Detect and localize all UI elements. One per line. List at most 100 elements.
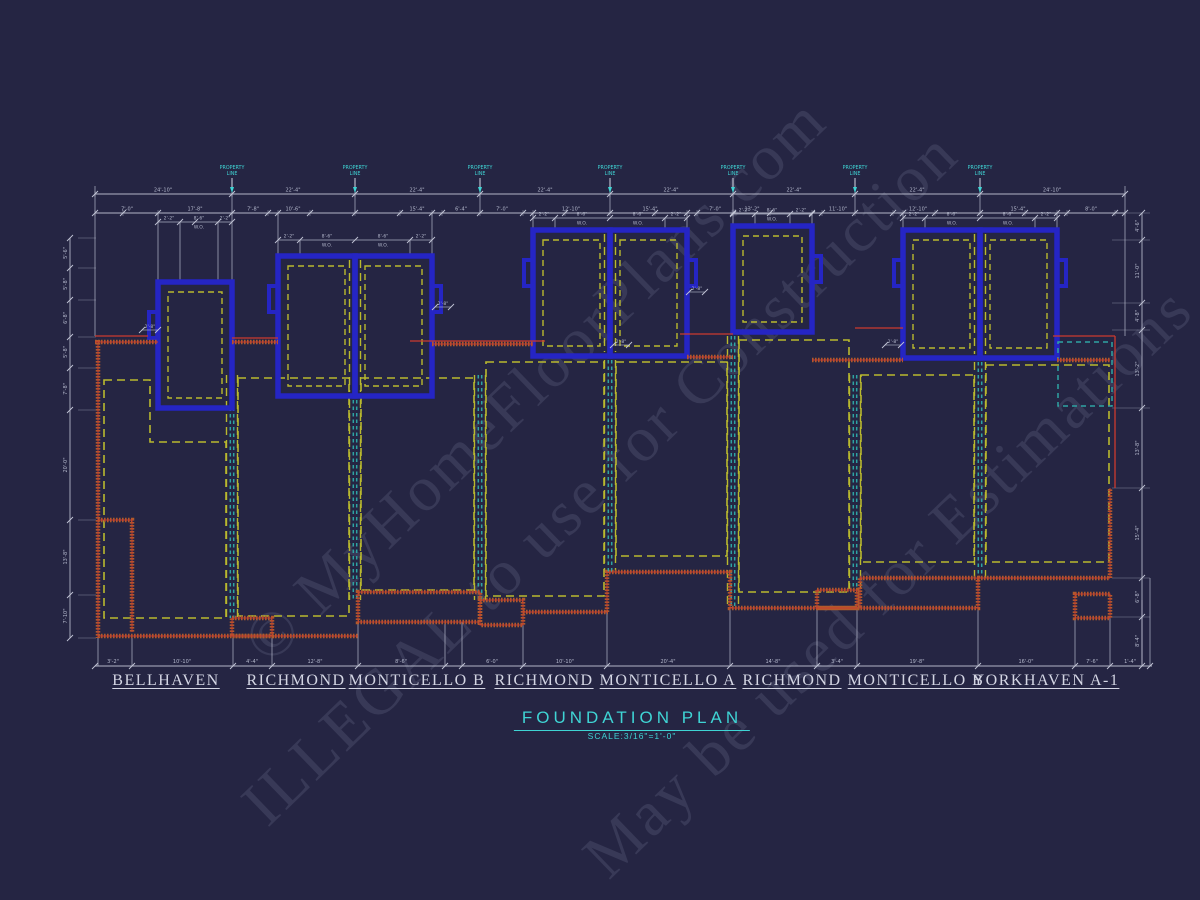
svg-text:8'-4": 8'-4" (1135, 635, 1141, 647)
svg-text:8'-6": 8'-6" (322, 234, 333, 240)
svg-text:LINE: LINE (350, 171, 361, 177)
svg-text:24'-10": 24'-10" (1043, 188, 1061, 194)
svg-text:22'-4": 22'-4" (409, 188, 424, 194)
svg-text:2'-2": 2'-2" (164, 216, 175, 222)
svg-text:13'-8": 13'-8" (63, 549, 69, 564)
svg-text:2'-8": 2'-8" (616, 339, 627, 345)
svg-text:W.O.: W.O. (322, 243, 332, 249)
unit-label: RICHMOND (742, 672, 842, 689)
svg-text:7'-0": 7'-0" (121, 207, 133, 213)
unit-label: RICHMOND (494, 672, 594, 689)
svg-text:1'-4": 1'-4" (1124, 659, 1136, 665)
svg-text:2'-2": 2'-2" (739, 208, 750, 214)
svg-text:W.O.: W.O. (194, 225, 204, 231)
svg-text:2'-8": 2'-8" (692, 286, 703, 292)
svg-text:4'-8": 4'-8" (1135, 310, 1141, 322)
svg-text:PROPERTY: PROPERTY (343, 165, 368, 171)
svg-text:10'-6": 10'-6" (285, 207, 300, 213)
svg-text:19'-8": 19'-8" (909, 659, 924, 665)
svg-text:8'-6": 8'-6" (1003, 212, 1014, 218)
svg-text:2'-2": 2'-2" (671, 212, 682, 218)
svg-text:11'-10": 11'-10" (829, 207, 847, 213)
svg-text:8'-6": 8'-6" (577, 212, 588, 218)
svg-text:7'-0": 7'-0" (496, 207, 508, 213)
svg-text:10'-10": 10'-10" (173, 659, 191, 665)
svg-text:22'-4": 22'-4" (909, 188, 924, 194)
svg-text:22'-4": 22'-4" (285, 188, 300, 194)
unit-label: RICHMOND (246, 672, 346, 689)
svg-text:PROPERTY: PROPERTY (598, 165, 623, 171)
svg-text:PROPERTY: PROPERTY (468, 165, 493, 171)
unit-label: BELLHAVEN (112, 672, 220, 689)
svg-text:5'-8": 5'-8" (63, 346, 69, 358)
svg-text:22'-4": 22'-4" (663, 188, 678, 194)
svg-text:7'-8": 7'-8" (247, 207, 259, 213)
svg-text:7'-10": 7'-10" (63, 608, 69, 623)
plan-scale-label: SCALE:3/16"=1'-0" (587, 731, 677, 741)
svg-text:2'-2": 2'-2" (1041, 212, 1052, 218)
svg-text:13'-8": 13'-8" (1135, 440, 1141, 455)
svg-text:15'-4": 15'-4" (1135, 525, 1141, 540)
svg-text:22'-4": 22'-4" (786, 188, 801, 194)
unit-label: YORKHAVEN A-1 (972, 672, 1120, 689)
svg-text:8'-6": 8'-6" (378, 234, 389, 240)
svg-text:6'-4": 6'-4" (455, 207, 467, 213)
unit-label: MONTICELLO B (348, 672, 486, 689)
svg-text:8'-6": 8'-6" (633, 212, 644, 218)
svg-text:PROPERTY: PROPERTY (968, 165, 993, 171)
svg-text:24'-10": 24'-10" (154, 188, 172, 194)
svg-text:W.O.: W.O. (577, 221, 587, 227)
svg-text:PROPERTY: PROPERTY (721, 165, 746, 171)
svg-text:4'-4": 4'-4" (246, 659, 258, 665)
svg-text:10'-10": 10'-10" (556, 659, 574, 665)
plan-title: FOUNDATION PLAN (513, 708, 751, 731)
svg-text:6'-8": 6'-8" (1135, 591, 1141, 603)
svg-text:20'-0": 20'-0" (63, 457, 69, 472)
svg-text:W.O.: W.O. (378, 243, 388, 249)
svg-text:2'-2": 2'-2" (220, 216, 231, 222)
svg-text:7'-8": 7'-8" (63, 383, 69, 395)
svg-text:8'-6": 8'-6" (767, 208, 778, 214)
svg-text:22'-4": 22'-4" (537, 188, 552, 194)
svg-text:13'-2": 13'-2" (744, 207, 759, 213)
svg-text:2'-8": 2'-8" (888, 339, 899, 345)
svg-text:2'-2": 2'-2" (796, 208, 807, 214)
unit-label: MONTICELLO A (599, 672, 737, 689)
svg-text:15'-4": 15'-4" (642, 207, 657, 213)
svg-text:8'-6": 8'-6" (194, 216, 205, 222)
svg-text:PROPERTY: PROPERTY (843, 165, 868, 171)
svg-text:LINE: LINE (605, 171, 616, 177)
svg-text:PROPERTY: PROPERTY (220, 165, 245, 171)
svg-text:W.O.: W.O. (1003, 221, 1013, 227)
svg-text:2'-8": 2'-8" (438, 301, 449, 307)
svg-text:6'-8": 6'-8" (63, 312, 69, 324)
svg-text:8'-0": 8'-0" (1085, 207, 1097, 213)
svg-text:2'-2": 2'-2" (284, 234, 295, 240)
svg-text:2'-2": 2'-2" (416, 234, 427, 240)
svg-text:14'-8": 14'-8" (765, 659, 780, 665)
svg-text:W.O.: W.O. (633, 221, 643, 227)
svg-text:2'-2": 2'-2" (909, 212, 920, 218)
svg-text:LINE: LINE (475, 171, 486, 177)
svg-text:11'-0": 11'-0" (1135, 263, 1141, 278)
svg-text:LINE: LINE (975, 171, 986, 177)
svg-text:W.O.: W.O. (947, 221, 957, 227)
svg-text:12'-10": 12'-10" (562, 207, 580, 213)
svg-text:LINE: LINE (850, 171, 861, 177)
svg-text:16'-0": 16'-0" (1018, 659, 1033, 665)
svg-text:12'-8": 12'-8" (307, 659, 322, 665)
svg-text:15'-4": 15'-4" (409, 207, 424, 213)
svg-text:12'-10": 12'-10" (909, 207, 927, 213)
svg-text:LINE: LINE (728, 171, 739, 177)
svg-text:3'-2": 3'-2" (107, 659, 119, 665)
svg-text:20'-4": 20'-4" (660, 659, 675, 665)
svg-text:W.O.: W.O. (767, 217, 777, 223)
svg-text:5'-8": 5'-8" (63, 278, 69, 290)
svg-text:15'-4": 15'-4" (1010, 207, 1025, 213)
svg-text:8'-6": 8'-6" (947, 212, 958, 218)
svg-text:8'-6": 8'-6" (395, 659, 407, 665)
svg-text:LINE: LINE (227, 171, 238, 177)
